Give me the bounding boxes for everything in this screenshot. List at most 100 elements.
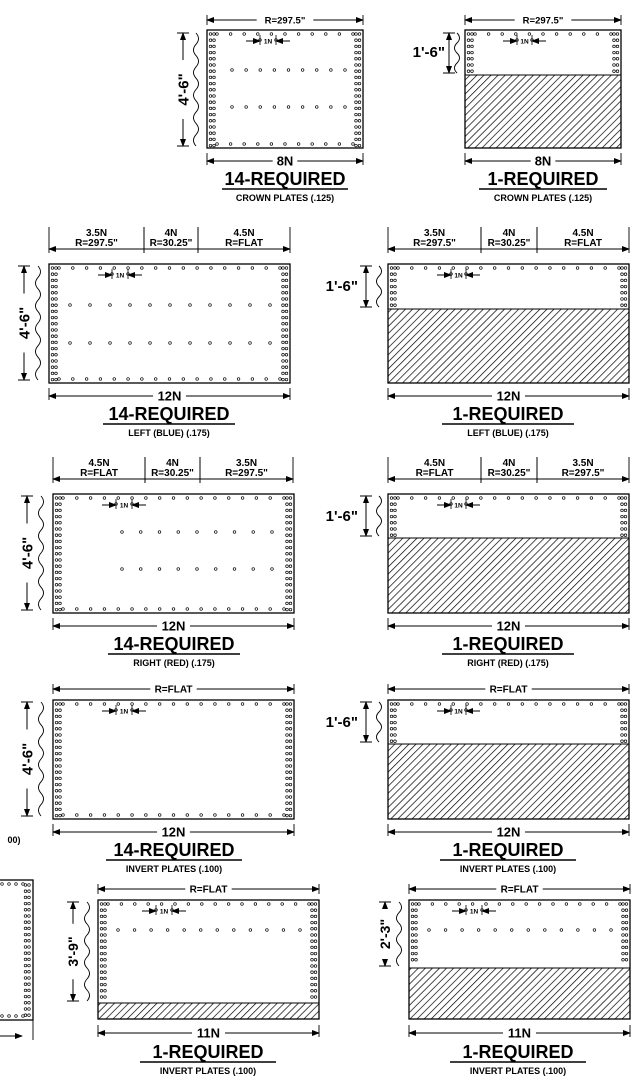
rivet-hole [357, 32, 362, 36]
hatched-cut-region [388, 309, 629, 383]
rivet-hole [282, 813, 286, 817]
plate: 1N [52, 699, 295, 820]
plate: 1N [387, 263, 630, 384]
rivet-hole [423, 496, 428, 500]
rivet-hole [213, 496, 217, 500]
rivet-hole [61, 702, 65, 706]
rivet-hole [620, 527, 624, 531]
rivet-hole [281, 328, 285, 332]
rivet-hole [57, 266, 61, 270]
rivet-hole [500, 32, 504, 36]
rivet-hole [99, 976, 104, 981]
rivet-hole [27, 951, 31, 955]
rivet-hole [476, 928, 481, 932]
rivet-hole [589, 266, 594, 270]
rivet-hole [54, 601, 59, 606]
rivet-hole [313, 902, 318, 906]
rivet-hole [99, 951, 104, 956]
rivet-hole [410, 958, 415, 962]
rivet-hole [223, 266, 227, 270]
left-plate-full: 3.5NR=297.5" 4NR=30.25" 4.5NR=FLAT 1N 4'-6" 1… [16, 227, 291, 438]
rivet-hole [284, 303, 289, 307]
rivet-hole [623, 708, 628, 712]
hatched-cut-region [388, 538, 629, 613]
rivet-hole [58, 545, 62, 550]
rivet-hole [130, 813, 134, 817]
rivet-hole [212, 125, 216, 129]
rivet-hole [410, 902, 415, 906]
rivet-hole [106, 902, 110, 906]
rivet-hole [54, 758, 59, 762]
rivet-hole [256, 32, 260, 36]
rivet-hole [223, 377, 227, 381]
rivet-hole [146, 902, 150, 906]
rivet-hole [61, 813, 65, 817]
rivet-hole [27, 976, 31, 980]
rivet-hole [23, 994, 28, 999]
rivet-hole [288, 558, 293, 562]
rivet-hole [307, 902, 311, 906]
rivet-hole [23, 963, 28, 968]
rivet-hole [612, 32, 616, 36]
rivet-hole [212, 75, 216, 80]
rivet-hole [68, 303, 72, 307]
rivet-hole [50, 266, 55, 270]
rivet-hole [75, 702, 79, 706]
rivet-hole [423, 702, 428, 706]
rivet-hole [393, 720, 397, 725]
rivet-hole [578, 902, 582, 906]
rivet-hole [284, 284, 289, 289]
rivet-hole [623, 502, 628, 506]
plate-caption: INVERT PLATES (.100) [126, 864, 222, 874]
rivet-hole [144, 702, 148, 706]
rivet-hole [140, 266, 144, 270]
rivet-hole [27, 988, 31, 993]
rivet-hole [281, 334, 285, 338]
rivet-hole [99, 939, 104, 943]
rivet-hole [589, 496, 594, 500]
rivet-hole [310, 902, 314, 906]
rivet-hole [54, 545, 59, 550]
rivet-hole [99, 908, 104, 912]
rivet-hole [58, 789, 62, 793]
rivet-hole [50, 309, 55, 314]
break-line [376, 495, 382, 537]
rivet-hole [281, 377, 285, 382]
rivet-hole [460, 928, 464, 932]
rivet-hole [258, 105, 262, 109]
rivet-hole [624, 927, 629, 931]
rivet-hole [310, 995, 314, 999]
rivet-hole [285, 764, 289, 768]
rivet-hole [54, 377, 58, 382]
rivet-hole [470, 50, 474, 55]
rivet-hole [269, 32, 274, 36]
rivet-hole [389, 739, 394, 743]
rivet-hole [23, 908, 28, 912]
rivet-hole [268, 607, 272, 611]
rivet-hole [623, 508, 628, 513]
rivet-hole [58, 751, 62, 756]
rivet-hole [357, 88, 362, 92]
rivet-hole [23, 932, 28, 937]
rivet-hole [288, 595, 293, 599]
rivet-hole [526, 928, 530, 932]
rivet-hole [228, 32, 233, 36]
plate: 1N [206, 29, 364, 149]
rivet-hole [50, 297, 55, 301]
rivet-hole [54, 266, 58, 270]
rivet-hole [54, 340, 58, 345]
rivet-hole [624, 939, 629, 943]
plate: 1N [97, 899, 320, 1020]
rivet-hole [604, 902, 609, 906]
rivet-hole [284, 328, 289, 332]
rivet-hole [354, 81, 358, 86]
rivet-hole [268, 496, 272, 500]
rivet-hole [102, 702, 107, 706]
rivet-hole [285, 576, 289, 581]
rivet-hole [389, 727, 394, 731]
rivet-hole [278, 266, 282, 270]
rivet-hole [23, 920, 28, 924]
rivet-hole [14, 1014, 18, 1018]
rivet-hole [285, 552, 289, 556]
